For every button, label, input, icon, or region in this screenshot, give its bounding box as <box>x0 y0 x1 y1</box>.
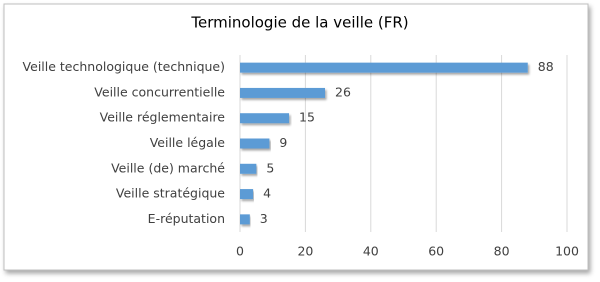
data-label: 9 <box>279 135 287 150</box>
chart-frame <box>3 3 589 271</box>
y-tick-label: Veille légale <box>150 135 226 150</box>
y-tick-label: E-réputation <box>148 211 225 226</box>
bar <box>240 214 250 225</box>
chart-title: Terminologie de la veille (FR) <box>190 14 408 32</box>
data-label: 5 <box>266 160 274 175</box>
y-tick-label: Veille stratégique <box>116 186 225 201</box>
x-tick-label: 0 <box>236 244 244 259</box>
data-label: 26 <box>335 84 351 99</box>
bar <box>240 189 254 200</box>
x-tick-label: 20 <box>297 244 313 259</box>
y-tick-label: Veille technologique (technique) <box>23 59 225 74</box>
y-tick-label: Veille concurrentielle <box>94 84 225 99</box>
data-label: 88 <box>538 59 554 74</box>
bar <box>240 87 326 98</box>
bar <box>240 163 257 174</box>
y-tick-label: Veille réglementaire <box>100 110 226 125</box>
bar <box>240 113 290 124</box>
x-tick-label: 60 <box>428 244 444 259</box>
x-tick-label: 40 <box>363 244 379 259</box>
x-tick-label: 80 <box>494 244 510 259</box>
x-tick-label: 100 <box>555 244 579 259</box>
y-tick-label: Veille (de) marché <box>111 160 225 175</box>
data-label: 3 <box>260 211 268 226</box>
data-label: 4 <box>263 186 271 201</box>
bar <box>240 138 270 149</box>
bar <box>240 62 528 73</box>
data-label: 15 <box>299 110 315 125</box>
